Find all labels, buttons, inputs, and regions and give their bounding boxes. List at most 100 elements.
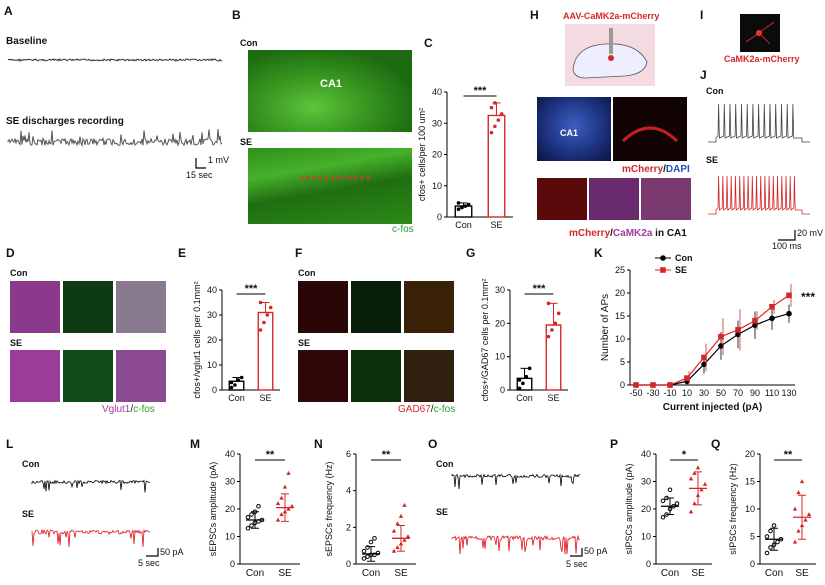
b-se-arrow (312, 175, 315, 181)
legend-label-con: Con (675, 253, 693, 263)
data-point-con (660, 498, 666, 504)
data-point-con (245, 525, 251, 531)
x-tick-label: Con (228, 393, 245, 403)
h-bottom-stain: mCherry/CaMK2a in CA1 (569, 228, 687, 239)
data-point-con (365, 554, 370, 559)
data-point-se (402, 537, 407, 542)
data-point-se (692, 501, 697, 506)
y-tick-label: 15 (745, 477, 755, 487)
data-point (517, 378, 522, 382)
data-point-con (718, 343, 724, 349)
panel-label-n: N (314, 437, 323, 451)
data-point-con (701, 361, 707, 368)
y-tick-label: 40 (641, 449, 651, 459)
b-se-arrow (336, 175, 339, 181)
b-se-arrow (342, 175, 345, 181)
data-point-se (282, 509, 288, 514)
data-point (546, 301, 551, 306)
data-point-con (375, 550, 381, 556)
j-se-label: SE (706, 155, 719, 165)
o-con-label: Con (436, 459, 454, 469)
a-scalebar (195, 158, 206, 169)
data-point-se (282, 484, 288, 489)
y-tick-label: 15 (615, 311, 625, 321)
j-con-trace (708, 103, 810, 143)
significance-label: ** (266, 449, 275, 461)
data-point-se (806, 512, 812, 517)
data-point-se (718, 333, 724, 340)
h-top-stain2: DAPI (665, 164, 690, 175)
data-point (553, 321, 558, 326)
data-point-se (803, 517, 808, 522)
data-point-se (275, 501, 281, 506)
h-top-stain: mCherry/DAPI (622, 164, 690, 175)
data-point-se (769, 304, 775, 310)
f-stain2: c-fos (433, 404, 456, 415)
x-tick-label: SE (795, 568, 809, 579)
d-stain2: c-fos (133, 404, 155, 415)
a-baseline-trace (7, 58, 223, 62)
x-tick-label: Con (455, 220, 472, 230)
data-point-se (735, 327, 741, 333)
data-point-se (786, 292, 792, 299)
data-point-se (799, 479, 805, 484)
bar-se (545, 324, 562, 391)
data-point (524, 374, 529, 379)
panel-label-f: F (295, 246, 303, 260)
data-point-se (391, 528, 397, 533)
data-point (258, 328, 263, 332)
significance-label: ** (784, 449, 793, 461)
b-con-label: Con (240, 38, 258, 48)
f-con-label: Con (298, 268, 316, 278)
o-scale-t: 5 sec (566, 559, 588, 569)
x-tick-label: 50 (716, 388, 726, 398)
panel-label-q: Q (711, 437, 721, 451)
y-tick-label: 10 (615, 334, 625, 344)
h-brain-drawing (572, 28, 648, 79)
y-tick-label: 0 (620, 380, 625, 390)
y-tick-label: 25 (615, 265, 625, 275)
chart-n: 0 2 4 6 sEPSCs frequency (Hz) Con SE ** (324, 449, 416, 579)
l-se-trace (31, 528, 151, 547)
y-tick-label: 40 (432, 87, 442, 97)
data-point (493, 101, 497, 105)
y-tick-label: 30 (207, 310, 217, 320)
data-point (268, 305, 273, 310)
y-tick-label: 20 (745, 449, 755, 459)
x-tick-label: 10 (682, 388, 692, 398)
data-point (517, 386, 522, 391)
bar-se (487, 114, 506, 218)
h-mcherry-arc (621, 126, 679, 143)
data-point-se (398, 513, 404, 518)
d-con-cfos (63, 281, 113, 333)
data-point-se (279, 512, 284, 517)
x-tick-label: 110 (765, 388, 779, 398)
data-point (460, 205, 464, 209)
b-se-markers (300, 175, 369, 181)
data-point-se (684, 375, 690, 381)
y-tick-label: 2 (346, 522, 351, 532)
y-tick-label: 20 (615, 288, 625, 298)
x-tick-label: SE (394, 568, 408, 579)
y-tick-label: 10 (225, 532, 235, 542)
b-se-arrow (324, 175, 327, 181)
f-con-gad67 (298, 281, 348, 333)
significance-label: *** (533, 283, 547, 295)
o-scale-a: 50 pA (584, 546, 608, 556)
d-se-label: SE (10, 338, 23, 348)
y-tick-label: 0 (437, 212, 442, 222)
x-tick-label: Con (765, 568, 783, 579)
x-axis-label: Current injected (pA) (663, 402, 762, 413)
data-point (239, 375, 244, 380)
data-point-se (688, 476, 694, 481)
data-point-con (771, 542, 777, 548)
y-tick-label: 30 (495, 285, 505, 295)
l-scale-t: 5 sec (138, 558, 160, 568)
data-point-se (402, 502, 407, 507)
significance-label: ** (382, 449, 391, 461)
data-point-se (688, 509, 694, 514)
l-con-label: Con (22, 459, 40, 469)
chart-e: 0 10 20 30 40 cfos+/vglut1 cells per 0.1mm² Co… (192, 281, 280, 403)
data-point-con (786, 310, 792, 317)
legend-marker-con (660, 255, 666, 261)
